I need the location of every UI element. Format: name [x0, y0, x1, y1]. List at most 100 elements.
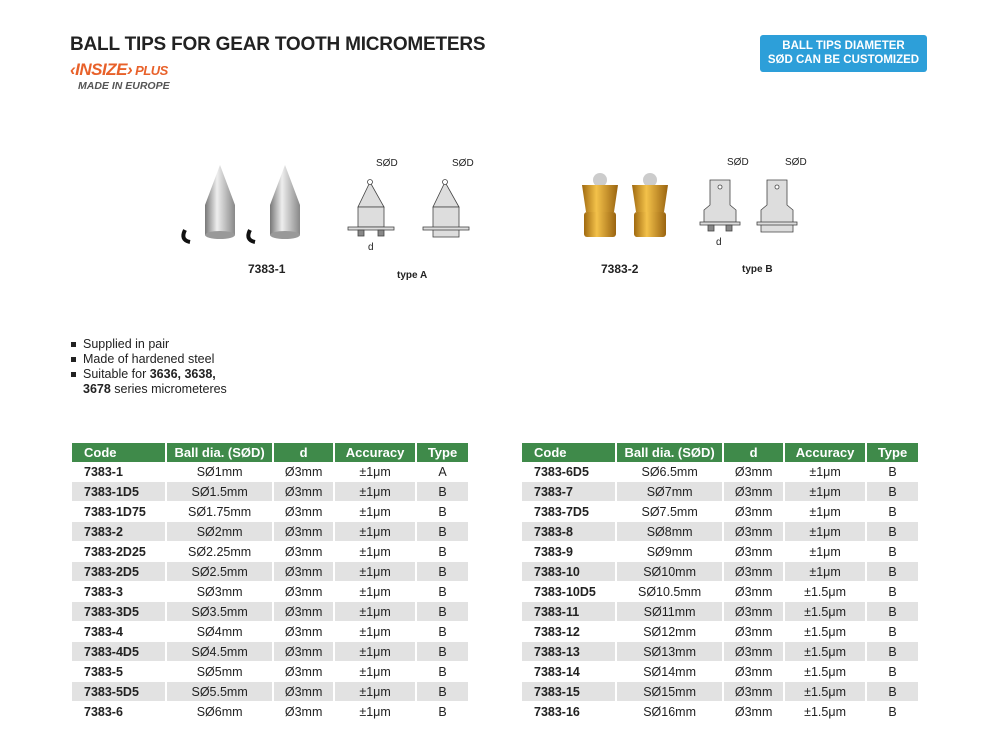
typeB-diagram [699, 179, 798, 233]
table-row: 7383-2D25 SØ2.25mm Ø3mm ±1μm B [72, 541, 470, 562]
page-title: BALL TIPS FOR GEAR TOOTH MICROMETERS [70, 34, 486, 55]
table-cell: ±1μm [334, 501, 418, 522]
table-cell: ±1μm [334, 581, 418, 602]
table-cell: ±1.5μm [784, 601, 868, 622]
table-cell: 7383-7D5 [522, 501, 618, 522]
table-cell: B [416, 581, 470, 602]
table-cell: SØ7mm [616, 481, 725, 502]
table-cell: SØ1.5mm [166, 481, 275, 502]
table-cell: 7383-1D75 [72, 501, 168, 522]
table-cell: 7383-14 [522, 661, 618, 682]
table-cell: B [866, 681, 920, 702]
table-cell: 7383-10D5 [522, 581, 618, 602]
tagline: MADE IN EUROPE [78, 80, 170, 92]
table-cell: Ø3mm [273, 581, 336, 602]
table-cell: 7383-4D5 [72, 641, 168, 662]
table-row: 7383-15 SØ15mm Ø3mm ±1.5μm B [522, 681, 920, 702]
table-cell: ±1μm [334, 462, 418, 482]
table-cell: Ø3mm [273, 641, 336, 662]
table-cell: Ø3mm [723, 641, 786, 662]
table-cell: 7383-3 [72, 581, 168, 602]
table-cell: B [866, 621, 920, 642]
table-row: 7383-7D5 SØ7.5mm Ø3mm ±1μm B [522, 501, 920, 522]
table-cell: B [416, 561, 470, 582]
table-cell: 7383-6D5 [522, 462, 618, 482]
table-cell: Ø3mm [723, 681, 786, 702]
table-cell: B [416, 661, 470, 682]
table-cell: SØ9mm [616, 541, 725, 562]
table-cell: ±1μm [334, 661, 418, 682]
table-cell: Ø3mm [723, 601, 786, 622]
table-cell: SØ6mm [166, 701, 275, 722]
table-cell: ±1μm [334, 601, 418, 622]
table-row: 7383-6D5 SØ6.5mm Ø3mm ±1μm B [522, 462, 920, 482]
feature-item: Made of hardened steel [70, 352, 227, 367]
table-row: 7383-11 SØ11mm Ø3mm ±1.5μm B [522, 601, 920, 622]
table-cell: 7383-16 [522, 701, 618, 722]
table-row: 7383-16 SØ16mm Ø3mm ±1.5μm B [522, 701, 920, 722]
table-cell: B [866, 561, 920, 582]
feature-item-cont: 3678 series micrometeres [83, 382, 227, 396]
table-cell: Ø3mm [723, 561, 786, 582]
table-cell: ±1.5μm [784, 581, 868, 602]
table-row: 7383-8 SØ8mm Ø3mm ±1μm B [522, 521, 920, 542]
sod-label: SØD [727, 157, 749, 168]
product2-caption: 7383-2 [601, 262, 639, 276]
table-cell: B [416, 701, 470, 722]
table-cell: SØ2.5mm [166, 561, 275, 582]
table-cell: ±1μm [784, 501, 868, 522]
table-cell: SØ8mm [616, 521, 725, 542]
table-cell: ±1.5μm [784, 681, 868, 702]
table-cell: ±1μm [334, 621, 418, 642]
table-row: 7383-7 SØ7mm Ø3mm ±1μm B [522, 481, 920, 502]
table-cell: Ø3mm [273, 701, 336, 722]
table-cell: B [416, 641, 470, 662]
table-cell: B [866, 541, 920, 562]
table-cell: 7383-2 [72, 521, 168, 542]
table-cell: 7383-10 [522, 561, 618, 582]
table-cell: ±1.5μm [784, 641, 868, 662]
product-images [181, 165, 798, 244]
steel-tip-photo [181, 165, 300, 244]
table-cell: Ø3mm [273, 621, 336, 642]
table-cell: A [416, 462, 470, 482]
table-cell: SØ10mm [616, 561, 725, 582]
table-row: 7383-10 SØ10mm Ø3mm ±1μm B [522, 561, 920, 582]
table-cell: B [866, 701, 920, 722]
table-cell: ±1μm [334, 701, 418, 722]
table-cell: Ø3mm [723, 621, 786, 642]
table-cell: ±1μm [334, 481, 418, 502]
d-label: d [716, 237, 722, 248]
table-cell: 7383-1D5 [72, 481, 168, 502]
table-cell: Ø3mm [723, 501, 786, 522]
table-cell: SØ10.5mm [616, 581, 725, 602]
sod-label: SØD [452, 158, 474, 169]
table-cell: SØ13mm [616, 641, 725, 662]
table-cell: 7383-2D5 [72, 561, 168, 582]
table-row: 7383-6 SØ6mm Ø3mm ±1μm B [72, 701, 470, 722]
table-cell: SØ3.5mm [166, 601, 275, 622]
table-row: 7383-1D5 SØ1.5mm Ø3mm ±1μm B [72, 481, 470, 502]
table-cell: SØ3mm [166, 581, 275, 602]
table-cell: SØ5.5mm [166, 681, 275, 702]
table-cell: SØ2.25mm [166, 541, 275, 562]
table-cell: B [416, 521, 470, 542]
table-row: 7383-2 SØ2mm Ø3mm ±1μm B [72, 521, 470, 542]
table-cell: B [416, 621, 470, 642]
customize-badge: BALL TIPS DIAMETER SØD CAN BE CUSTOMIZED [760, 35, 927, 72]
table-cell: Ø3mm [273, 481, 336, 502]
table-row: 7383-5 SØ5mm Ø3mm ±1μm B [72, 661, 470, 682]
table-cell: Ø3mm [723, 521, 786, 542]
table-cell: 7383-7 [522, 481, 618, 502]
table-row: 7383-3 SØ3mm Ø3mm ±1μm B [72, 581, 470, 602]
table-row: 7383-1D75 SØ1.75mm Ø3mm ±1μm B [72, 501, 470, 522]
table-cell: SØ12mm [616, 621, 725, 642]
table-row: 7383-10D5 SØ10.5mm Ø3mm ±1.5μm B [522, 581, 920, 602]
table-cell: B [866, 462, 920, 482]
table-cell: Ø3mm [723, 462, 786, 482]
table-cell: 7383-1 [72, 462, 168, 482]
column-header: Accuracy [334, 443, 418, 462]
table-cell: 7383-3D5 [72, 601, 168, 622]
table-cell: SØ4mm [166, 621, 275, 642]
table-cell: Ø3mm [723, 481, 786, 502]
